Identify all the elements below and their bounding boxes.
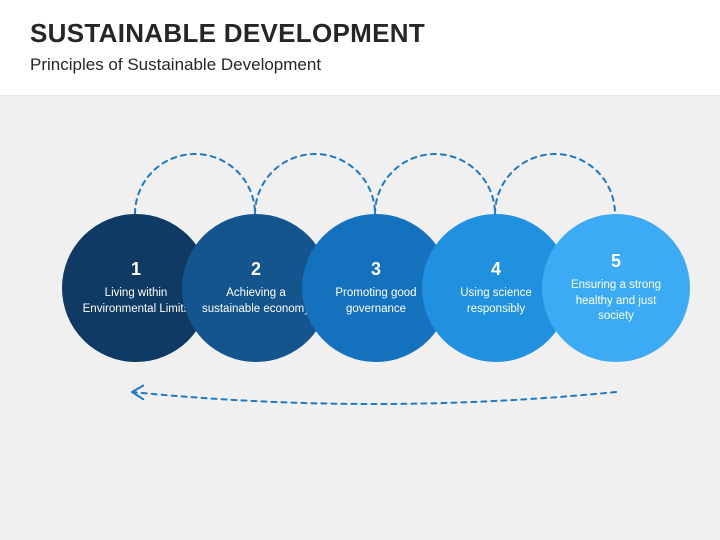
principle-circle-5: 5 Ensuring a strong healthy and just soci… bbox=[542, 214, 690, 362]
top-arc-1 bbox=[135, 154, 255, 214]
principle-number: 4 bbox=[491, 259, 501, 280]
principle-label: Promoting good governance bbox=[318, 286, 434, 317]
principle-label: Using science responsibly bbox=[438, 286, 554, 317]
principle-number: 5 bbox=[611, 251, 621, 272]
top-arc-3 bbox=[375, 154, 495, 214]
return-arrow-line bbox=[132, 392, 616, 404]
page-title: SUSTAINABLE DEVELOPMENT bbox=[30, 18, 690, 49]
principle-label: Ensuring a strong healthy and just socie… bbox=[558, 278, 674, 325]
principle-number: 3 bbox=[371, 259, 381, 280]
page-subtitle: Principles of Sustainable Development bbox=[30, 55, 690, 75]
principle-number: 1 bbox=[131, 259, 141, 280]
top-arc-2 bbox=[255, 154, 375, 214]
header: SUSTAINABLE DEVELOPMENT Principles of Su… bbox=[0, 0, 720, 96]
return-arrow-head bbox=[132, 386, 143, 400]
top-arc-4 bbox=[495, 154, 615, 214]
circle-row: 1 Living within Environmental Limits 2 Achi… bbox=[0, 214, 720, 374]
principle-label: Achieving a sustainable economy bbox=[198, 286, 314, 317]
principle-label: Living within Environmental Limits bbox=[78, 286, 194, 317]
principle-number: 2 bbox=[251, 259, 261, 280]
diagram-stage: 1 Living within Environmental Limits 2 Achi… bbox=[0, 96, 720, 526]
